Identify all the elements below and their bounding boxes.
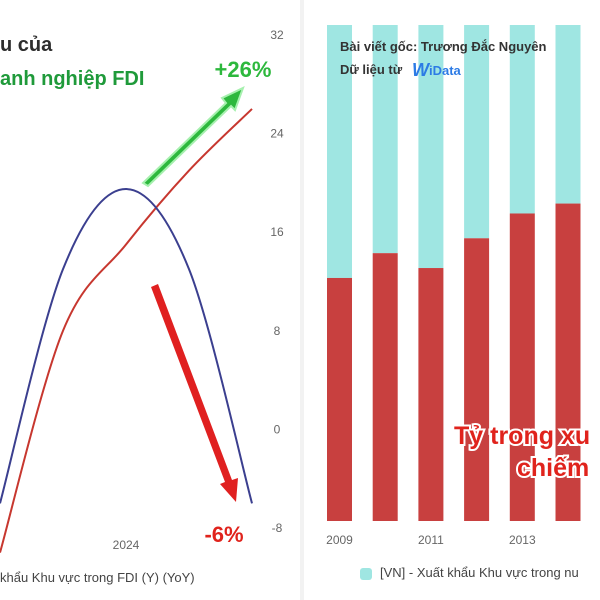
x-tick-label: 2011 bbox=[418, 533, 444, 547]
bar-segment-domestic bbox=[372, 253, 398, 521]
bar-segment-fdi bbox=[555, 25, 581, 204]
annotation-share-line2: chiếm bbox=[517, 454, 589, 482]
right-bar-chart: 20092011201320 Bài viết gốc: Trương Đắc … bbox=[326, 25, 592, 547]
bar-segment-domestic bbox=[555, 203, 581, 521]
widata-logo-w: W bbox=[412, 60, 431, 80]
legend-swatch-cyan bbox=[360, 567, 372, 580]
widata-logo-text: iData bbox=[429, 63, 462, 78]
x-tick-label: 2009 bbox=[326, 533, 353, 547]
x-tick-label: 2013 bbox=[509, 533, 536, 547]
left-chart-panel: 32 24 16 8 0 -8 2024 u của anh nghiệp FDI +26%… bbox=[0, 28, 284, 585]
series-line-fdi bbox=[0, 108, 253, 553]
y-tick-label: 16 bbox=[270, 225, 284, 239]
bar-segment-fdi bbox=[372, 25, 398, 254]
left-title-line1: u của bbox=[0, 34, 53, 56]
right-legend: [VN] - Xuất khẩu Khu vực trong nu bbox=[360, 565, 579, 580]
credit-line2: Dữ liệu từ bbox=[340, 62, 403, 77]
y-tick-label: 24 bbox=[270, 127, 284, 141]
left-legend-label: khẩu Khu vực trong FDI (Y) (YoY) bbox=[0, 570, 195, 585]
right-chart-panel: 20092011201320 Bài viết gốc: Trương Đắc … bbox=[304, 0, 600, 600]
panel-divider bbox=[300, 0, 304, 600]
bar-segment-domestic bbox=[327, 277, 352, 521]
green-up-arrow-icon bbox=[141, 86, 245, 188]
bar-segment-fdi bbox=[327, 25, 352, 278]
left-line-chart: 32 24 16 8 0 -8 2024 u của anh nghiệp FDI +26%… bbox=[0, 28, 284, 553]
series-line-domestic bbox=[0, 188, 253, 504]
red-down-arrow-icon bbox=[151, 284, 238, 502]
annotation-up-label: +26% bbox=[215, 57, 272, 82]
bar-segment-domestic bbox=[464, 238, 490, 521]
annotation-share-line1: Tỷ trong xu bbox=[454, 422, 590, 450]
x-tick-label: 2024 bbox=[113, 538, 140, 552]
y-tick-label: 32 bbox=[270, 28, 284, 42]
right-legend-label: [VN] - Xuất khẩu Khu vực trong nu bbox=[380, 565, 579, 580]
annotation-down-label: -6% bbox=[204, 522, 243, 547]
left-title-line2: anh nghiệp FDI bbox=[0, 68, 144, 90]
bar-segment-fdi bbox=[418, 25, 444, 269]
bar-segment-fdi bbox=[464, 25, 490, 239]
left-legend: khẩu Khu vực trong FDI (Y) (YoY) bbox=[0, 570, 195, 585]
bar-segment-domestic bbox=[509, 213, 535, 522]
credit-line1: Bài viết gốc: Trương Đắc Nguyên bbox=[340, 39, 547, 54]
y-tick-label: 0 bbox=[274, 422, 281, 436]
y-tick-label: -8 bbox=[272, 521, 283, 535]
bar-segment-fdi bbox=[509, 25, 535, 214]
bar-segment-domestic bbox=[418, 268, 444, 521]
y-tick-label: 8 bbox=[274, 324, 281, 338]
